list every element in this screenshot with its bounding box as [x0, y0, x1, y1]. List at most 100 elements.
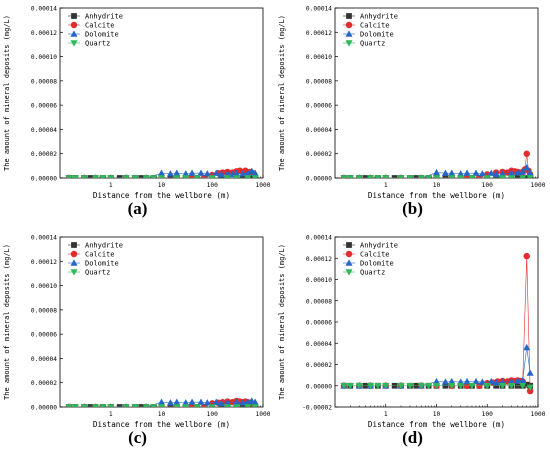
panel-label-b: (b)	[402, 199, 423, 218]
data-point	[523, 343, 531, 351]
y-tick-label: 0.00002	[306, 362, 332, 369]
data-point	[99, 175, 107, 178]
legend-marker	[346, 13, 352, 19]
data-point	[523, 175, 530, 178]
legend-label: Dolomite	[85, 31, 119, 39]
legend-marker	[345, 250, 353, 258]
data-point	[391, 175, 398, 178]
data-point	[514, 168, 522, 176]
data-point	[122, 404, 130, 407]
data-point	[232, 398, 240, 405]
data-point	[251, 175, 259, 178]
data-point	[217, 399, 225, 407]
data-point	[478, 170, 486, 177]
legend-marker	[346, 242, 352, 248]
data-point	[526, 384, 534, 392]
x-tick-label: 10	[433, 182, 441, 189]
data-point	[116, 404, 123, 407]
x-tick-label: 1000	[256, 411, 271, 418]
data-point	[346, 175, 354, 178]
data-point	[203, 170, 211, 177]
data-point	[232, 169, 240, 176]
x-tick-label: 1000	[531, 182, 546, 189]
y-tick-label: 0.00002	[31, 151, 57, 158]
data-point	[116, 175, 123, 178]
chart-panel-b: 0.00000 0.00002 0.00004 0.00006 0.00008 0.000…	[275, 0, 550, 229]
data-point	[507, 383, 515, 390]
data-point	[182, 404, 190, 407]
legend-marker	[71, 242, 77, 248]
data-point	[448, 383, 456, 390]
data-point	[188, 398, 196, 405]
legend-label: Calcite	[360, 22, 390, 30]
data-point	[150, 404, 158, 407]
data-point	[182, 175, 190, 178]
data-point	[448, 377, 456, 385]
y-tick-label: 0.00000	[306, 383, 332, 390]
y-tick-label: 0.00004	[306, 341, 332, 348]
data-point	[80, 404, 88, 407]
data-point	[122, 175, 130, 178]
legend-label: Dolomite	[360, 260, 394, 268]
data-point	[523, 150, 530, 157]
y-tick-label: 0.00006	[306, 320, 332, 327]
data-point	[188, 169, 196, 176]
x-tick-label: 10	[158, 182, 166, 189]
legend-marker	[71, 13, 77, 19]
y-tick-label: 0.00002	[306, 151, 332, 158]
data-point	[397, 383, 405, 390]
data-point	[208, 175, 216, 178]
x-tick-label: 1	[384, 411, 388, 418]
data-point	[432, 383, 441, 390]
data-point	[468, 383, 476, 390]
data-point	[107, 175, 115, 178]
legend-label: Quartz	[360, 40, 385, 48]
data-point	[239, 399, 247, 406]
data-point	[406, 383, 414, 390]
y-axis-label: The amount of mineral deposits (mg/L)	[3, 244, 11, 400]
series-dolomite	[66, 397, 259, 407]
data-point	[492, 170, 500, 178]
y-tick-label: 0.00014	[306, 6, 332, 13]
series-line	[68, 170, 256, 178]
data-point	[483, 383, 491, 390]
data-point	[382, 383, 390, 390]
data-point	[212, 169, 220, 176]
data-point	[413, 175, 420, 178]
data-point	[224, 175, 232, 178]
legend-label: Quartz	[85, 269, 110, 277]
x-tick-label: 1	[109, 182, 113, 189]
panel-label-c: (c)	[128, 428, 147, 447]
data-point	[157, 398, 166, 405]
y-tick-label: 0.00008	[31, 78, 57, 85]
data-point	[366, 383, 374, 390]
legend-label: Quartz	[360, 269, 385, 277]
series-quartz	[65, 175, 259, 178]
data-point	[397, 175, 405, 178]
data-point	[499, 175, 507, 178]
data-point	[173, 404, 181, 407]
legend-label: Anhydrite	[85, 242, 123, 250]
x-tick-label: 100	[207, 411, 218, 418]
data-point	[244, 404, 252, 407]
data-point	[340, 383, 348, 390]
data-point	[99, 404, 107, 407]
data-point	[142, 175, 150, 178]
legend-label: Dolomite	[85, 260, 119, 268]
x-tick-label: 1000	[531, 411, 546, 418]
chart-panel-c: 0.00000 0.00002 0.00004 0.00006 0.00008 0.000…	[0, 229, 275, 458]
data-point	[173, 398, 181, 405]
legend-label: Anhydrite	[360, 242, 398, 250]
x-tick-label: 1000	[256, 182, 271, 189]
x-tick-label: 10	[158, 411, 166, 418]
data-point	[519, 175, 527, 178]
data-point	[366, 175, 374, 178]
data-point	[157, 169, 166, 176]
data-point	[65, 175, 73, 178]
x-axis-label: Distance from the wellbore (m)	[93, 191, 230, 200]
y-tick-label: 0.00010	[31, 283, 57, 290]
chart-d-svg: -0.00002 0.00000 0.00002 0.00004 0.00006 0.00…	[278, 235, 546, 430]
data-point	[131, 404, 139, 407]
data-point	[244, 169, 252, 176]
data-point	[457, 170, 465, 177]
